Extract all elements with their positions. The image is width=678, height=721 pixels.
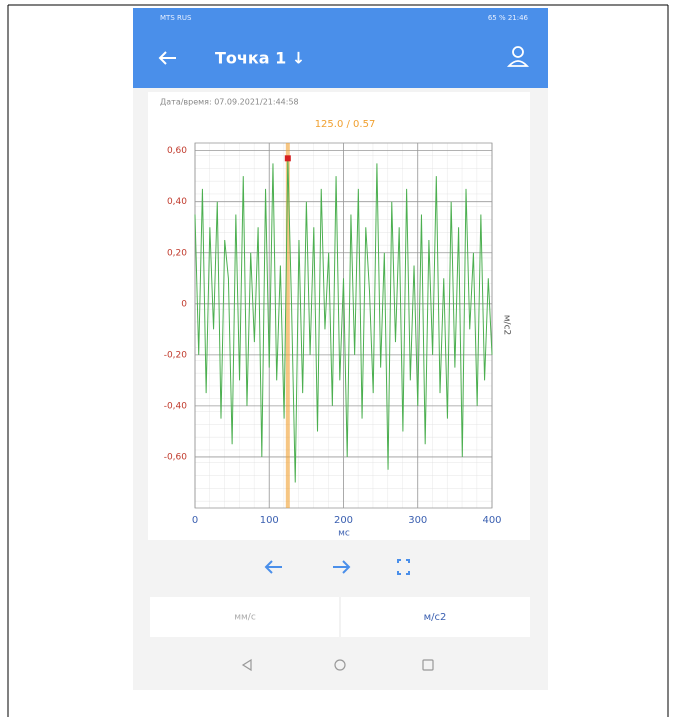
app-title: Точка 1 ↓ bbox=[215, 49, 305, 68]
y-tick-label: 0,20 bbox=[167, 248, 187, 258]
status-left: MTS RUS bbox=[160, 14, 192, 22]
x-tick-label: 200 bbox=[334, 515, 353, 526]
x-tick-label: 400 bbox=[482, 515, 501, 526]
y-tick-label: 0,60 bbox=[167, 146, 187, 156]
app-bar bbox=[133, 8, 548, 88]
y-axis-label: м/с2 bbox=[502, 315, 512, 336]
y-tick-label: 0 bbox=[181, 299, 187, 309]
y-tick-label: -0,20 bbox=[164, 350, 188, 360]
y-tick-label: -0,40 bbox=[164, 401, 188, 411]
x-tick-label: 0 bbox=[192, 515, 198, 526]
cursor-point bbox=[285, 155, 291, 161]
unit-tab[interactable]: м/с2 bbox=[424, 612, 447, 623]
unit-tab[interactable]: мм/с bbox=[234, 613, 256, 623]
cursor-label: 125.0 / 0.57 bbox=[315, 119, 376, 130]
x-tick-label: 100 bbox=[260, 515, 279, 526]
status-right: 65 % 21:46 bbox=[488, 14, 529, 22]
y-tick-label: 0,40 bbox=[167, 197, 187, 207]
screen: MTS RUS 65 % 21:46 Точка 1 ↓ Дата/время:… bbox=[0, 0, 678, 717]
y-tick-label: -0,60 bbox=[164, 452, 188, 462]
x-tick-label: 300 bbox=[408, 515, 427, 526]
chart-annotation: Дата/время: 07.09.2021/21:44:58 bbox=[160, 98, 299, 107]
page: MTS RUS 65 % 21:46 Точка 1 ↓ Дата/время:… bbox=[0, 0, 678, 717]
x-axis-label: мс bbox=[338, 529, 350, 539]
